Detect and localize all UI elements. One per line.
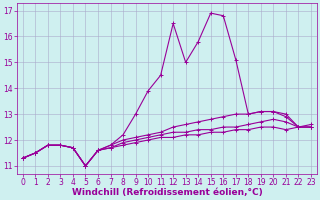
X-axis label: Windchill (Refroidissement éolien,°C): Windchill (Refroidissement éolien,°C) [72,188,262,197]
